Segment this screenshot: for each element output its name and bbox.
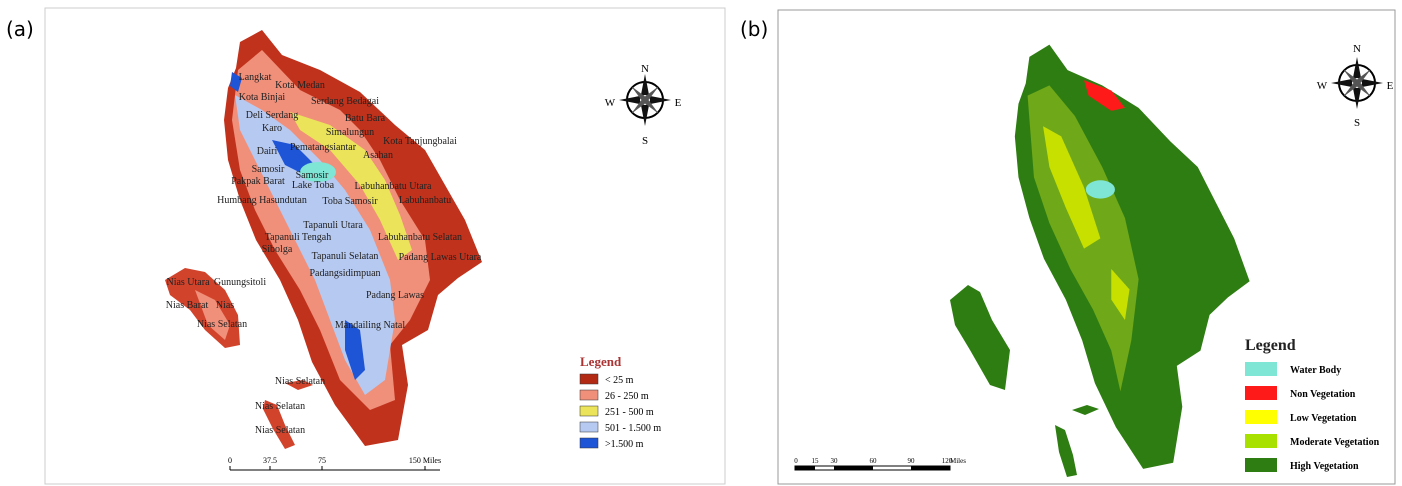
region-label: Samosir bbox=[252, 164, 285, 175]
compass-w: W bbox=[605, 97, 616, 109]
region-label: Pakpak Barat bbox=[231, 176, 285, 187]
legend-swatch bbox=[1245, 386, 1277, 400]
region-label: Padang Lawas Utara bbox=[399, 252, 482, 263]
panel-label: (b) bbox=[740, 17, 768, 41]
region-label: Padang Lawas bbox=[366, 290, 424, 301]
scale-label: 37.5 bbox=[263, 456, 277, 465]
region-label: Kota Tanjungbalai bbox=[383, 136, 457, 147]
region-label: Labuhanbatu Utara bbox=[355, 181, 432, 192]
scale-label: Miles bbox=[950, 457, 966, 465]
region-label: Humbang Hasundutan bbox=[217, 195, 307, 206]
region-label: Gunungsitoli bbox=[214, 277, 266, 288]
legend-swatch bbox=[580, 390, 598, 400]
compass-s: S bbox=[642, 135, 648, 147]
region-label: Nias Selatan bbox=[275, 376, 325, 387]
scale-label: 0 bbox=[794, 457, 798, 465]
scale-bar bbox=[834, 466, 873, 470]
legend-label: Water Body bbox=[1290, 365, 1341, 376]
region-label: Sibolga bbox=[262, 244, 293, 255]
scale-label: 0 bbox=[228, 456, 232, 465]
compass-s: S bbox=[1354, 117, 1360, 129]
region-label: Asahan bbox=[363, 150, 393, 161]
region-label: Nias Barat bbox=[166, 300, 209, 311]
scale-label: 150 Miles bbox=[409, 456, 441, 465]
region-label: Serdang Bedagai bbox=[311, 96, 379, 107]
legend-swatch bbox=[580, 374, 598, 384]
region-label: Mandailing Natal bbox=[335, 320, 405, 331]
region-label: Batu Bara bbox=[345, 113, 386, 124]
region-label: Dairi bbox=[257, 146, 278, 157]
region-label: Tapanuli Utara bbox=[303, 220, 363, 231]
compass-e: E bbox=[675, 97, 682, 109]
legend-label: 251 - 500 m bbox=[605, 407, 654, 418]
legend-swatch bbox=[1245, 410, 1277, 424]
region-label: Nias Selatan bbox=[255, 425, 305, 436]
compass-e: E bbox=[1387, 80, 1394, 92]
region-label: Nias Selatan bbox=[255, 401, 305, 412]
compass-n: N bbox=[1353, 43, 1361, 55]
legend-label: < 25 m bbox=[605, 375, 634, 386]
region-label: Simalungun bbox=[326, 127, 374, 138]
legend-label: >1.500 m bbox=[605, 439, 644, 450]
legend-swatch bbox=[1245, 362, 1277, 376]
legend-label: 501 - 1.500 m bbox=[605, 423, 661, 434]
region-label: Nias bbox=[216, 300, 234, 311]
legend-label: Moderate Vegetation bbox=[1290, 437, 1380, 448]
panel-label: (a) bbox=[6, 17, 34, 41]
legend-swatch bbox=[580, 438, 598, 448]
legend-swatch bbox=[580, 406, 598, 416]
legend-label: 26 - 250 m bbox=[605, 391, 649, 402]
legend-label: Low Vegetation bbox=[1290, 413, 1357, 424]
scale-label: 60 bbox=[870, 457, 878, 465]
scale-label: 30 bbox=[831, 457, 839, 465]
region-label: Nias Utara bbox=[166, 277, 210, 288]
legend-label: High Vegetation bbox=[1290, 461, 1359, 472]
region-label: Labuhanbatu Selatan bbox=[378, 232, 462, 243]
region-label: Tapanuli Selatan bbox=[312, 251, 379, 262]
figure: (a) (b) LangkatKota MedanKota Binjai Serd… bbox=[0, 0, 1402, 486]
legend-title: Legend bbox=[580, 354, 622, 369]
region-label: Kota Binjai bbox=[239, 92, 286, 103]
region-label: Karo bbox=[262, 123, 282, 134]
region-label: Nias Selatan bbox=[197, 319, 247, 330]
region-label: Langkat bbox=[239, 72, 272, 83]
compass-w: W bbox=[1317, 80, 1328, 92]
region-label: Labuhanbatu bbox=[399, 195, 451, 206]
region-label: Deli Serdang bbox=[246, 110, 299, 121]
scale-label: 75 bbox=[318, 456, 326, 465]
region-label: Lake Toba bbox=[292, 180, 335, 191]
legend-swatch bbox=[1245, 458, 1277, 472]
region-label: Kota Medan bbox=[275, 80, 325, 91]
region-label: Toba Samosir bbox=[322, 196, 378, 207]
legend-swatch bbox=[1245, 434, 1277, 448]
region-label: Padangsidimpuan bbox=[309, 268, 380, 279]
legend-label: Non Vegetation bbox=[1290, 389, 1356, 400]
scale-bar bbox=[911, 466, 950, 470]
legend-swatch bbox=[580, 422, 598, 432]
region-label: Pematangsiantar bbox=[290, 142, 357, 153]
region-label: Tapanuli Tengah bbox=[265, 232, 331, 243]
legend-title: Legend bbox=[1245, 337, 1296, 354]
scale-label: 90 bbox=[908, 457, 916, 465]
scale-bar bbox=[795, 466, 815, 470]
compass-n: N bbox=[641, 63, 649, 75]
scale-label: 15 bbox=[812, 457, 820, 465]
